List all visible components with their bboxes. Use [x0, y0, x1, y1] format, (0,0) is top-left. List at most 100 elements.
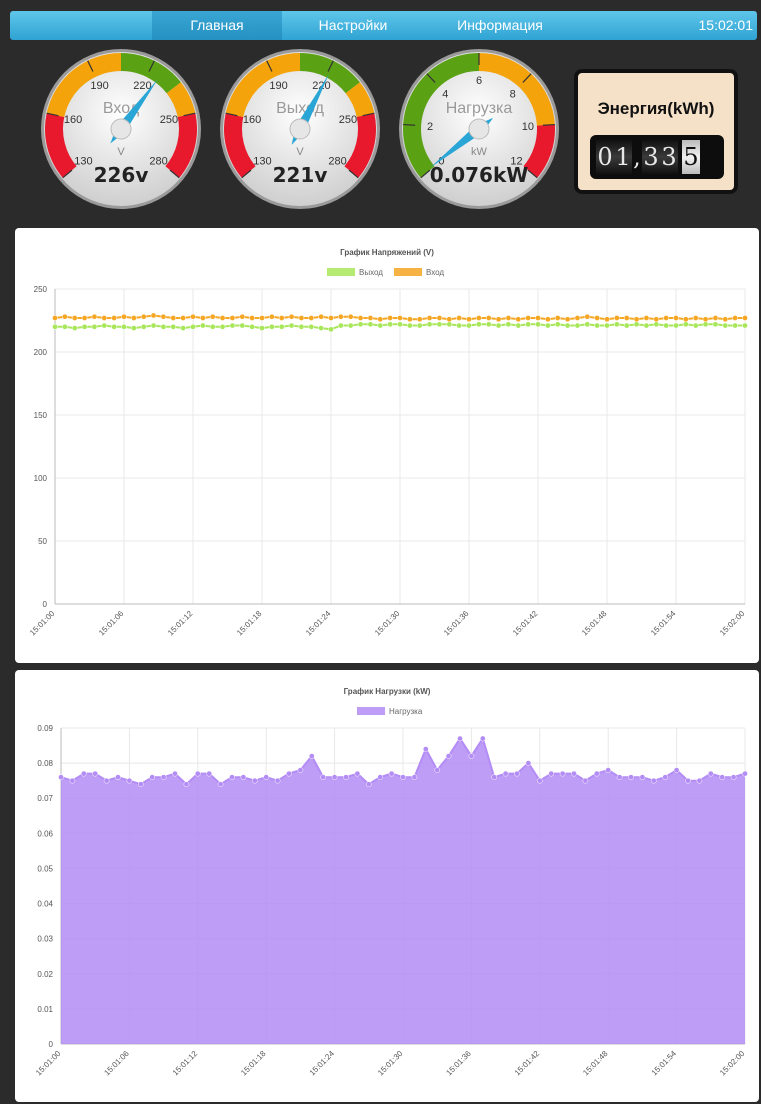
data-point: [219, 315, 226, 321]
data-point: [643, 322, 650, 329]
data-point: [548, 770, 555, 777]
gauge-tick-mark: [362, 112, 375, 117]
data-point: [69, 777, 76, 784]
data-point: [643, 315, 650, 321]
y-tick-label: 250: [34, 285, 48, 294]
data-point: [457, 735, 463, 742]
x-tick-label: 15:01:48: [580, 609, 609, 638]
data-point: [288, 322, 295, 329]
data-point: [62, 313, 68, 320]
gauge-readout: 221v: [273, 163, 328, 187]
data-point: [263, 774, 270, 781]
data-point: [479, 735, 486, 742]
y-tick-label: 0.06: [37, 829, 53, 838]
data-point: [456, 315, 462, 321]
data-point: [111, 315, 117, 321]
nav-tab-info[interactable]: Информация: [457, 17, 543, 33]
gauge-tick-label: 130: [74, 155, 92, 167]
data-point: [639, 774, 646, 781]
odometer-separator: ,: [633, 143, 641, 171]
data-point: [160, 774, 167, 781]
data-point: [407, 316, 413, 323]
data-point: [584, 313, 591, 320]
data-point: [180, 325, 186, 331]
data-point: [298, 315, 305, 321]
y-tick-label: 0.09: [37, 724, 53, 733]
x-tick-label: 15:01:18: [235, 609, 264, 638]
load-chart: График Нагрузки (kW) Нагрузка 0 0.01 0.02 0.0…: [34, 687, 748, 1078]
y-tick-label: 100: [34, 474, 48, 483]
x-tick-label: 15:01:24: [304, 609, 333, 638]
data-point: [229, 774, 235, 781]
data-point: [692, 315, 699, 321]
data-point: [140, 313, 147, 320]
data-point: [126, 777, 133, 784]
data-point: [91, 313, 98, 320]
x-tick-label: 15:01:00: [34, 1049, 63, 1078]
data-point: [239, 322, 246, 329]
data-point: [397, 321, 403, 328]
x-tick-label: 15:01:12: [166, 609, 195, 638]
data-point: [131, 325, 137, 331]
data-point: [446, 321, 453, 328]
legend-swatch: [357, 707, 385, 715]
data-point: [240, 774, 247, 781]
gauge-band: [45, 113, 77, 178]
data-point: [81, 323, 88, 330]
y-tick-label: 0.03: [37, 935, 53, 944]
data-point: [692, 322, 699, 329]
gauge-label: Нагрузка: [446, 100, 513, 117]
gauge-band: [224, 113, 256, 178]
data-point: [663, 322, 669, 329]
y-tick-label: 0.01: [37, 1005, 53, 1014]
data-point: [318, 313, 324, 320]
gauge-tick-mark: [542, 123, 555, 126]
data-point: [217, 781, 224, 788]
data-point: [58, 774, 64, 781]
series-area: [61, 738, 745, 1044]
gauge-band: [344, 113, 376, 178]
data-point: [62, 323, 68, 330]
data-point: [574, 322, 581, 329]
data-point: [387, 315, 393, 321]
gauge-tick-mark: [169, 169, 180, 179]
gauge-band: [403, 53, 479, 178]
data-point: [298, 323, 305, 330]
gauge-tick-mark: [403, 123, 416, 126]
gauge-tick-label: 6: [476, 75, 482, 87]
gauge-tick-label: 250: [339, 114, 357, 126]
data-point: [249, 315, 255, 321]
data-point: [347, 313, 354, 320]
nav-tab-home[interactable]: Главная: [152, 11, 282, 40]
data-point: [446, 316, 453, 323]
data-point: [742, 322, 748, 329]
data-point: [422, 746, 429, 752]
data-point: [160, 313, 167, 320]
legend-label: Нагрузка: [389, 707, 423, 716]
gauge-tick-label: 190: [269, 80, 287, 92]
gauge-tick-label: 10: [522, 121, 534, 133]
gauge-tick-mark: [522, 73, 532, 83]
data-point: [331, 774, 338, 781]
data-point: [593, 770, 600, 777]
odometer-digit: 0: [596, 140, 614, 174]
data-point: [354, 770, 361, 777]
data-point: [468, 753, 475, 759]
data-point: [485, 321, 492, 328]
x-tick-label: 15:01:36: [444, 1049, 473, 1078]
gauge-tick-label: 12: [510, 155, 522, 167]
x-tick-label: 15:01:36: [442, 609, 471, 638]
data-point: [397, 315, 403, 321]
data-point: [663, 315, 669, 321]
data-point: [411, 774, 418, 781]
gauge-tick-mark: [87, 60, 94, 72]
data-point: [308, 315, 315, 321]
x-tick-label: 15:01:30: [373, 609, 402, 638]
gauge-unit: V: [117, 146, 125, 158]
nav-tab-settings[interactable]: Настройки: [318, 17, 388, 33]
x-tick-label: 15:01:24: [308, 1049, 337, 1078]
data-point: [623, 315, 630, 321]
data-point: [170, 323, 177, 330]
gauge-tick-mark: [426, 73, 436, 83]
data-point: [52, 323, 58, 330]
